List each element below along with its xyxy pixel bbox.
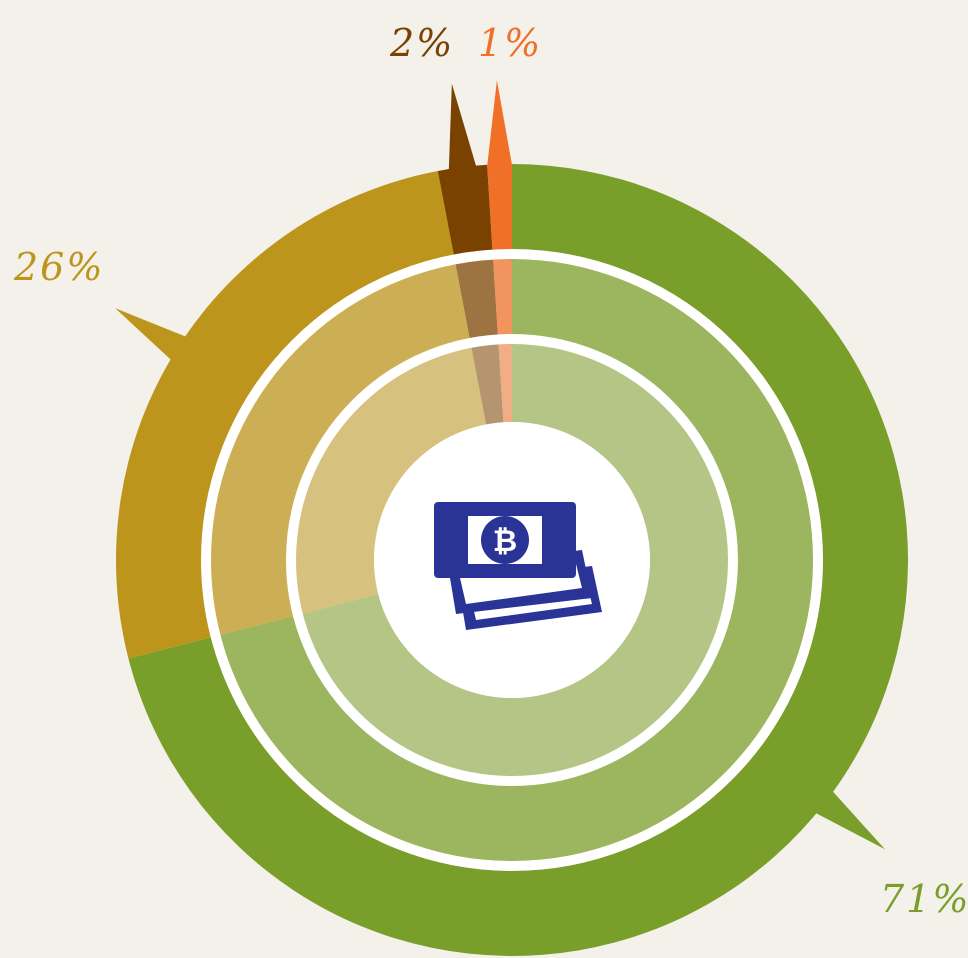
- pointer-1pct: [487, 80, 512, 166]
- slice-1pct-ring-3: [498, 339, 512, 423]
- slice-2pct-ring-3: [470, 339, 504, 425]
- slice-26pct-ring-1: [115, 171, 455, 659]
- label-26pct: 26%: [13, 245, 104, 289]
- slice-1pct-ring-1: [487, 164, 512, 255]
- slice-1pct-ring-2: [492, 254, 512, 340]
- slice-71pct-ring-3: [297, 339, 733, 782]
- pointer-26pct: [115, 308, 187, 361]
- pointer-2pct: [448, 83, 477, 171]
- label-2pct: 2%: [389, 21, 454, 65]
- slice-26pct-ring-2: [206, 259, 471, 637]
- ring-separators: [201, 249, 823, 871]
- chart-labels: 71% 26% 2% 1%: [13, 21, 968, 921]
- slice-2pct-ring-1: [437, 164, 493, 260]
- slice-26pct-ring-3: [290, 342, 487, 615]
- pointer-71pct: [815, 791, 885, 850]
- slice-2pct-ring-2: [454, 254, 499, 343]
- label-1pct: 1%: [478, 21, 542, 65]
- bitcoin-banknotes-icon: ₿: [434, 502, 602, 630]
- chart-slices: [115, 80, 909, 956]
- label-71pct: 71%: [880, 877, 968, 921]
- svg-text:₿: ₿: [493, 524, 517, 559]
